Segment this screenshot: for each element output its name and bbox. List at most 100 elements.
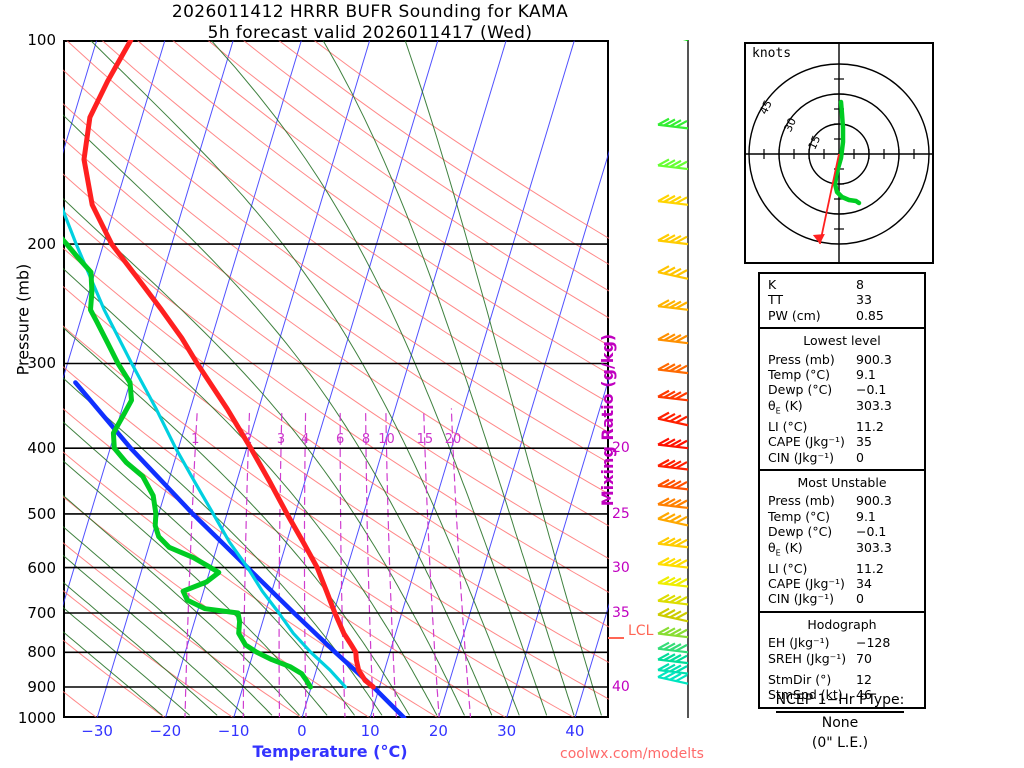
index-label: CAPE (Jkg⁻¹) (768, 575, 845, 591)
svg-text:8: 8 (362, 432, 370, 447)
svg-text:3: 3 (277, 432, 285, 447)
temperature-tick-label: 20 (428, 722, 448, 740)
index-label: EH (Jkg⁻¹) (768, 635, 830, 651)
index-value: 11.2 (856, 418, 884, 434)
index-value: −0.1 (856, 524, 887, 540)
index-label: TT (768, 292, 784, 308)
pressure-tick-label: 500 (27, 504, 56, 523)
index-row: LI (°C) 11.2 (760, 561, 924, 576)
pressure-tick-label: 100 (27, 31, 56, 49)
index-value: 303.3 (856, 397, 892, 413)
index-row: StmSpd (kt) 46 (760, 687, 924, 702)
pressure-tick-label: 200 (27, 235, 56, 254)
index-row: Dewp (°C) −0.1 (760, 382, 924, 397)
index-row: CIN (Jkg⁻¹) 0 (760, 591, 924, 606)
index-value: 34 (856, 575, 872, 591)
temperature-tick-label: 0 (297, 722, 307, 740)
index-label: K (768, 277, 777, 292)
svg-text:15: 15 (417, 432, 434, 447)
index-label: Dewp (°C) (768, 382, 833, 398)
hodograph-units-label: knots (752, 46, 792, 61)
index-value: 900.3 (856, 351, 892, 367)
temperature-tick-label: −20 (149, 722, 182, 740)
index-value: 0 (856, 449, 864, 465)
ptype-value: None (821, 715, 859, 731)
index-label: StmSpd (kt) (768, 687, 843, 703)
mixing-ratio-side-label: 30 (612, 559, 630, 576)
svg-text:1: 1 (191, 432, 199, 447)
temperature-tick-label: −10 (217, 722, 250, 740)
index-value: 35 (856, 434, 872, 450)
index-value: 900.3 (856, 493, 892, 509)
svg-text:45: 45 (757, 98, 775, 116)
index-value: −0.1 (856, 382, 887, 398)
hodograph-stats-header: Hodograph (807, 616, 877, 632)
mixing-ratio-side-label: 20 (612, 440, 630, 457)
index-row: SREH (Jkg⁻¹) 70 (760, 651, 924, 666)
svg-text:30: 30 (781, 116, 799, 134)
index-row: θE (K) 303.3 (760, 540, 924, 561)
pressure-tick-label: 600 (27, 558, 56, 577)
hodograph-plot: 15 30 45 (744, 42, 934, 264)
index-value: 70 (856, 650, 872, 666)
index-value: 46 (856, 687, 872, 703)
index-value: 33 (856, 292, 872, 308)
index-row: Temp (°C) 9.1 (760, 509, 924, 524)
temperature-tick-label: 30 (497, 722, 517, 740)
index-row: EH (Jkg⁻¹) −128 (760, 635, 924, 650)
skewt-diagram: 1 2 3 4 6 8 10 15 20 (63, 40, 609, 718)
index-value: −128 (856, 635, 891, 651)
hodograph-stats-section: Hodograph EH (Jkg⁻¹) −128 SREH (Jkg⁻¹) 70 S… (760, 610, 924, 707)
index-row: Dewp (°C) −0.1 (760, 524, 924, 539)
mixing-ratio-side-label: 40 (612, 678, 630, 695)
index-row: θE (K) 303.3 (760, 398, 924, 419)
svg-text:4: 4 (301, 432, 309, 447)
pressure-tick-label: 400 (27, 439, 56, 458)
pressure-tick-label: 800 (27, 643, 56, 662)
index-row: CAPE (Jkg⁻¹) 35 (760, 434, 924, 449)
index-value: 303.3 (856, 539, 892, 555)
index-label: Press (mb) (768, 493, 835, 509)
index-row: StmDir (°) 12 (760, 672, 924, 687)
title-line-1: 2026011412 HRRR BUFR Sounding for KAMA (171, 2, 569, 22)
wind-barb-column (657, 40, 689, 718)
index-label: Temp (°C) (768, 367, 831, 383)
temperature-tick-label: 10 (360, 722, 380, 740)
sounding-indices-panel: K 8 TT 33 PW (cm) 0.85 Lowest level Press (mb… (758, 272, 926, 709)
pressure-tick-label: 1000 (17, 709, 56, 727)
svg-text:15: 15 (806, 133, 824, 151)
svg-text:10: 10 (378, 432, 395, 447)
index-value: 8 (856, 277, 864, 292)
page-title: 2026011412 HRRR BUFR Sounding for KAMA 5… (0, 2, 740, 44)
index-row: Press (mb) 900.3 (760, 352, 924, 367)
index-label: Temp (°C) (768, 508, 831, 524)
mixing-ratio-axis-title: Mixing Ratio (g/kg) (598, 333, 617, 507)
temperature-axis-title: Temperature (°C) (252, 742, 408, 761)
index-label: θE (K) (768, 397, 803, 416)
most-unstable-header: Most Unstable (797, 474, 887, 490)
indices-top-section: K 8 TT 33 PW (cm) 0.85 (760, 274, 924, 327)
index-label: CAPE (Jkg⁻¹) (768, 434, 845, 450)
title-line-2: 5h forecast valid 2026011417 (Wed) (207, 23, 533, 43)
index-row: PW (cm) 0.85 (760, 308, 924, 323)
index-row: LI (°C) 11.2 (760, 419, 924, 434)
temperature-tick-label: −30 (81, 722, 113, 740)
attribution-credit: coolwx.com/modelts (560, 746, 704, 762)
index-value: 11.2 (856, 560, 884, 576)
most-unstable-section: Most Unstable Press (mb) 900.3 Temp (°C) 9.… (760, 468, 924, 611)
ptype-panel: NCEP 1−Hr PType: None (0" L.E.) (742, 690, 938, 753)
pressure-tick-label: 300 (27, 354, 56, 373)
index-value: 12 (856, 671, 872, 687)
index-value: 9.1 (856, 508, 876, 524)
mixing-ratio-side-label: 35 (612, 604, 630, 621)
index-label: Dewp (°C) (768, 524, 833, 540)
mixing-ratio-side-label: 25 (612, 505, 630, 522)
lcl-label: LCL (628, 623, 654, 639)
index-label: CIN (Jkg⁻¹) (768, 591, 834, 607)
pressure-tick-label: 700 (27, 603, 56, 622)
index-row: TT 33 (760, 292, 924, 307)
index-label: LI (°C) (768, 560, 808, 576)
index-label: PW (cm) (768, 307, 821, 323)
ptype-header: NCEP 1−Hr PType: (775, 690, 905, 713)
index-value: 9.1 (856, 367, 876, 383)
